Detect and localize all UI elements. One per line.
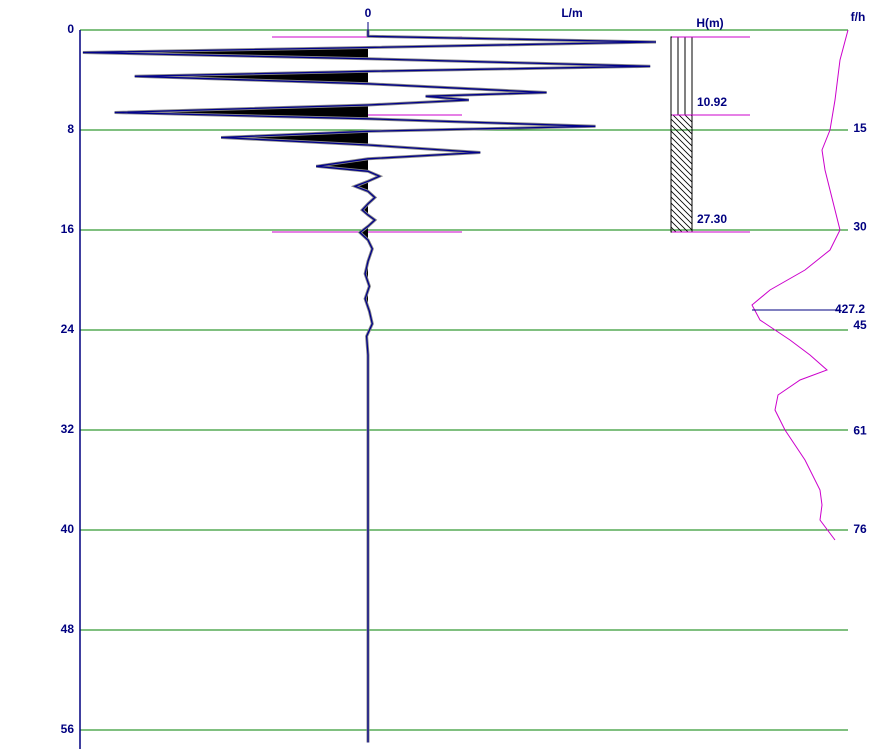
annotation-label: 427.2 [835, 302, 865, 316]
y2-tick-label: 61 [853, 423, 867, 437]
y2-axis-label: f/h [851, 10, 866, 24]
h-marker-label: 27.30 [697, 212, 727, 226]
y-tick-label: 24 [61, 322, 75, 336]
y2-tick-label: 45 [853, 318, 867, 332]
wave-line [82, 30, 657, 743]
y-tick-label: 16 [61, 222, 75, 236]
h-layer-bottom [670, 114, 693, 233]
y-tick-label: 8 [67, 122, 74, 136]
y-tick-label: 56 [61, 722, 75, 736]
profile-line [751, 29, 849, 541]
y-tick-label: 40 [61, 522, 75, 536]
h-layer-top [670, 36, 693, 116]
h-label: H(m) [696, 16, 723, 30]
x-axis-label: L/m [561, 6, 582, 20]
y-tick-label: 48 [61, 622, 75, 636]
y-tick-label: 32 [61, 422, 75, 436]
y2-tick-label: 76 [853, 522, 867, 536]
y2-tick-label: 15 [853, 121, 867, 135]
x-tick-label: 0 [365, 6, 372, 20]
y2-tick-label: 30 [853, 220, 867, 234]
h-marker-label: 10.92 [697, 95, 727, 109]
y-tick-label: 0 [67, 22, 74, 36]
